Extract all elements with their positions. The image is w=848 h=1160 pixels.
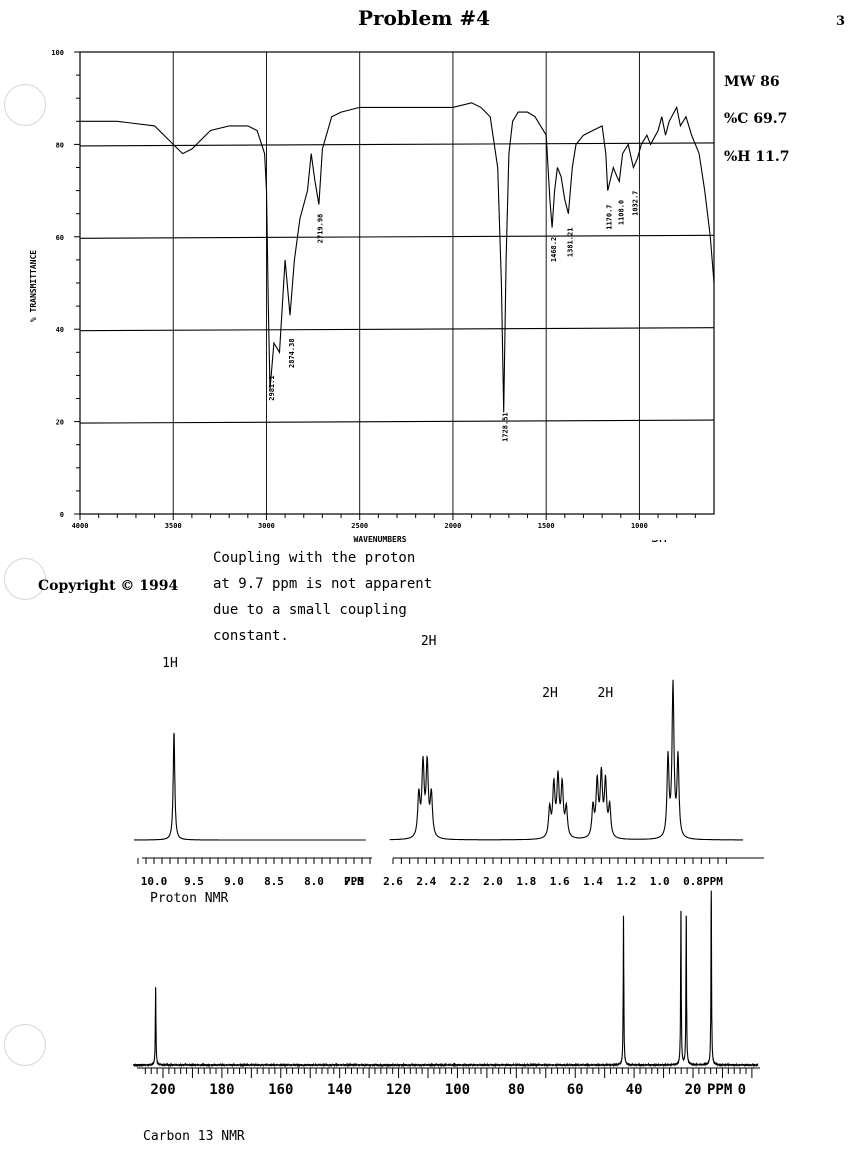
proton-integration-label: 2H: [542, 686, 558, 701]
ir-peak-label: 1108.0: [617, 200, 625, 225]
ir-x-tick-label: 2000: [445, 522, 462, 530]
proton-right-tick-label: 1.8: [516, 875, 536, 888]
mw-label: MW 86: [724, 74, 780, 90]
ir-spectrum: 100 80 60 40 20 0 4000 3500 3000 2500 2000 1500 100…: [29, 49, 715, 544]
coupling-note-line-4: constant.: [213, 628, 289, 644]
carbon-tick-label: 120: [386, 1082, 411, 1098]
ir-x-tick-label: 1000: [631, 522, 648, 530]
ir-peak-label: 1170.7: [606, 204, 614, 229]
proton-left-tick-label: 9.0: [224, 875, 244, 888]
ir-peak-label: 2874.38: [288, 338, 296, 368]
proton-left-tick-label: 10.0: [141, 875, 168, 888]
ir-peak-labels: 2981.1 2874.38 2719.98 1728.51 1468.2 1381.21…: [268, 191, 639, 442]
ir-peak-label: 2719.98: [317, 214, 325, 244]
carbon-tick-label: 160: [268, 1082, 293, 1098]
ir-hgrid-line: [79, 142, 715, 147]
proton-integration-label: 1H: [162, 656, 178, 671]
ir-peak-label: 1468.2: [550, 237, 558, 262]
carbon-tick-label: 200: [150, 1082, 175, 1098]
carbon-tick-label: 80: [508, 1082, 525, 1098]
proton-nmr-label: Proton NMR: [150, 891, 228, 906]
ir-peak-label: 1381.21: [566, 228, 574, 258]
carbon-ticks: 200 180 160 140 120 100 80 60 40 20 PPM 0: [144, 1068, 753, 1098]
carbon-tick-label: 60: [567, 1082, 584, 1098]
coupling-note-line-3: due to a small coupling: [213, 602, 407, 618]
page-number: 3: [836, 14, 846, 29]
carbon-trace: [133, 890, 759, 1068]
ir-trace: [80, 102, 715, 413]
proton-right-tick-label: PPM: [703, 875, 723, 888]
carbon-tick-label: 140: [327, 1082, 352, 1098]
carbon-nmr-spectrum: 200 180 160 140 120 100 80 60 40 20 PPM 0 Carbon 13…: [133, 890, 760, 1144]
proton-integration-label: 3H: [651, 540, 667, 546]
proton-right-tick-label: 1.4: [583, 875, 603, 888]
page-title: Problem #4: [357, 6, 491, 30]
carbon-tick-label: 100: [445, 1082, 470, 1098]
ir-x-tick-label: 1500: [538, 522, 555, 530]
ir-ylabel: % TRANSMITTANCE: [29, 250, 38, 322]
ir-frame: [79, 51, 715, 515]
coupling-note-line-1: Coupling with the proton: [213, 550, 415, 566]
carbon-tick-label: 40: [626, 1082, 643, 1098]
ir-y-tick-label: 60: [56, 234, 64, 242]
coupling-note-line-2: at 9.7 ppm is not apparent: [213, 576, 432, 592]
carbon-tick-label: 180: [209, 1082, 234, 1098]
ir-x-tick-label: 3500: [165, 522, 182, 530]
proton-integration-label: 2H: [598, 686, 614, 701]
proton-left-tick-label: 9.5: [184, 875, 204, 888]
proton-right-tick-label: 0.8: [683, 875, 703, 888]
proton-nmr-spectrum: Coupling with the proton at 9.7 ppm is n…: [134, 540, 764, 906]
ir-y-tick-label: 0: [60, 511, 64, 519]
proton-integrations: 1H 2H 2H 2H 3H: [162, 540, 667, 701]
ir-y-tick-label: 80: [56, 141, 64, 149]
ir-x-tick-label: 2500: [351, 522, 368, 530]
proton-right-tick-label: 1.6: [550, 875, 570, 888]
ir-hgrid-line: [79, 327, 715, 332]
proton-trace-left: [134, 732, 366, 841]
ir-y-ticks: 100 80 60 40 20 0: [51, 49, 80, 519]
ir-hgrid-line: [79, 419, 715, 424]
proton-left-tick-label: 8.0: [304, 875, 324, 888]
ir-peak-label: 1032.7: [631, 191, 639, 216]
proton-right-tick-label: 1.2: [616, 875, 636, 888]
ir-x-tick-label: 4000: [72, 522, 89, 530]
proton-left-tick-label: PPM: [344, 875, 364, 888]
ir-y-tick-label: 100: [51, 49, 64, 57]
carbon-tick-label: 20: [685, 1082, 702, 1098]
proton-left-tick-label: 7.5: [344, 875, 364, 888]
proton-right-tick-label: 1.0: [650, 875, 670, 888]
proton-left-tick-label: 8.5: [264, 875, 284, 888]
proton-right-tick-label: 2.2: [450, 875, 470, 888]
ir-peak-label: 2981.1: [268, 375, 276, 400]
carbon-nmr-label: Carbon 13 NMR: [143, 1129, 245, 1144]
ir-x-tick-label: 3000: [258, 522, 275, 530]
proton-integration-label: 2H: [421, 634, 437, 649]
ir-y-tick-label: 40: [56, 326, 64, 334]
punch-hole: [4, 558, 46, 600]
ir-xlabel: WAVENUMBERS: [354, 535, 407, 544]
copyright-text: Copyright © 1994: [38, 578, 179, 594]
ir-grid: [79, 52, 715, 514]
hydrogen-percent-label: %H 11.7: [724, 149, 790, 165]
proton-right-tick-label: 2.0: [483, 875, 503, 888]
ir-y-tick-label: 20: [56, 419, 64, 427]
proton-trace-right: [389, 679, 743, 841]
ir-x-ticks: 4000 3500 3000 2500 2000 1500 1000: [72, 514, 696, 530]
ir-hgrid-line: [79, 234, 715, 239]
punch-hole: [4, 84, 46, 126]
punch-hole: [4, 1024, 46, 1066]
proton-right-tick-label: 2.4: [416, 875, 436, 888]
proton-right-tick-label: 2.6: [383, 875, 403, 888]
carbon-tick-label: PPM: [707, 1082, 732, 1098]
carbon-tick-label: 0: [738, 1082, 746, 1098]
carbon-percent-label: %C 69.7: [724, 111, 788, 127]
ir-peak-label: 1728.51: [502, 412, 510, 442]
